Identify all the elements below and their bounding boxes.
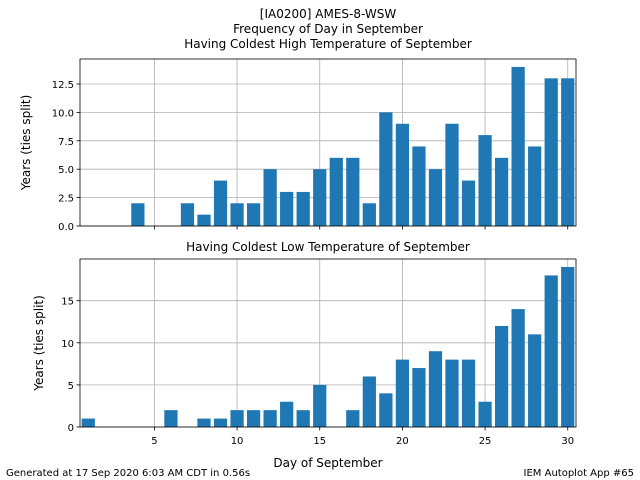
y-tick-label: 7.5 <box>58 137 74 148</box>
bar-day-8 <box>197 214 211 226</box>
bar-day-14 <box>296 191 310 226</box>
bar-day-28 <box>528 146 542 226</box>
x-axis-label: Day of September <box>273 456 382 470</box>
bar-day-24 <box>461 180 476 226</box>
y-tick-label: 0 <box>68 423 74 434</box>
bar-day-13 <box>280 191 294 226</box>
bar-day-26 <box>494 325 509 427</box>
figure-title-line-1: [IA0200] AMES-8-WSW <box>260 7 397 21</box>
bar-day-19 <box>379 112 393 226</box>
bar-day-11 <box>246 410 261 427</box>
x-tick-label: 5 <box>151 436 157 447</box>
bar-day-20 <box>395 123 410 226</box>
bar-day-28 <box>528 334 542 427</box>
bar-day-27 <box>511 309 525 427</box>
bar-day-13 <box>280 401 294 427</box>
panel-title: Having Coldest High Temperature of Septe… <box>184 37 472 51</box>
bar-day-25 <box>478 135 492 226</box>
axes-frame <box>79 58 577 227</box>
x-tick-label: 30 <box>561 436 574 447</box>
y-tick-label: 15 <box>61 297 74 308</box>
bar-day-29 <box>544 78 558 226</box>
y-tick-label: 5.0 <box>58 165 74 176</box>
y-axis-label: Years (ties split) <box>32 295 46 392</box>
y-axis-label: Years (ties split) <box>19 95 33 192</box>
figure-title-line-2: Frequency of Day in September <box>233 22 423 36</box>
y-tick-label: 5 <box>68 381 74 392</box>
footer-app-text: IEM Autoplot App #65 <box>524 468 634 479</box>
bar-day-21 <box>412 146 426 226</box>
bar-day-8 <box>197 418 211 427</box>
y-tick-label: 0.0 <box>58 222 74 233</box>
bar-day-30 <box>561 78 575 226</box>
bar-day-26 <box>494 157 509 226</box>
bar-day-9 <box>213 418 228 427</box>
bar-day-15 <box>313 384 327 427</box>
bar-day-10 <box>230 203 244 226</box>
bar-day-22 <box>428 169 443 226</box>
bar-day-25 <box>478 401 492 427</box>
bar-day-17 <box>346 410 360 427</box>
footer-generated-text: Generated at 17 Sep 2020 6:03 AM CDT in … <box>6 468 250 479</box>
bar-day-7 <box>180 203 195 226</box>
bar-day-18 <box>362 203 376 226</box>
bar-day-30 <box>561 267 575 427</box>
bar-day-21 <box>412 368 426 427</box>
y-tick-label: 2.5 <box>58 194 74 205</box>
bar-day-16 <box>329 157 343 226</box>
bar-day-9 <box>213 180 228 226</box>
bar-day-18 <box>362 376 376 427</box>
bar-day-15 <box>313 169 327 226</box>
bar-day-12 <box>263 410 277 427</box>
bar-day-24 <box>461 359 476 427</box>
panel-title: Having Coldest Low Temperature of Septem… <box>186 240 470 254</box>
bar-day-23 <box>445 359 459 427</box>
bar-day-19 <box>379 393 393 427</box>
panel-coldest-high: Having Coldest High Temperature of Septe… <box>19 37 577 233</box>
y-tick-label: 12.5 <box>52 80 74 91</box>
bar-day-14 <box>296 410 310 427</box>
bar-day-11 <box>246 203 261 226</box>
bar-day-27 <box>511 66 525 226</box>
bar-day-23 <box>445 123 459 226</box>
x-tick-label: 25 <box>479 436 492 447</box>
bar-day-29 <box>544 275 558 427</box>
y-tick-label: 10 <box>61 339 74 350</box>
bar-day-1 <box>81 418 95 427</box>
x-tick-label: 20 <box>396 436 409 447</box>
x-tick-label: 15 <box>313 436 326 447</box>
panel-coldest-low: Having Coldest Low Temperature of Septem… <box>32 240 577 470</box>
bar-day-17 <box>346 157 360 226</box>
bar-day-6 <box>164 410 178 427</box>
bar-day-12 <box>263 169 277 226</box>
y-tick-label: 10.0 <box>52 108 74 119</box>
bar-day-20 <box>395 359 410 427</box>
x-tick-label: 10 <box>231 436 244 447</box>
bar-day-22 <box>428 351 443 427</box>
bar-day-10 <box>230 410 244 427</box>
bar-day-4 <box>131 203 145 226</box>
